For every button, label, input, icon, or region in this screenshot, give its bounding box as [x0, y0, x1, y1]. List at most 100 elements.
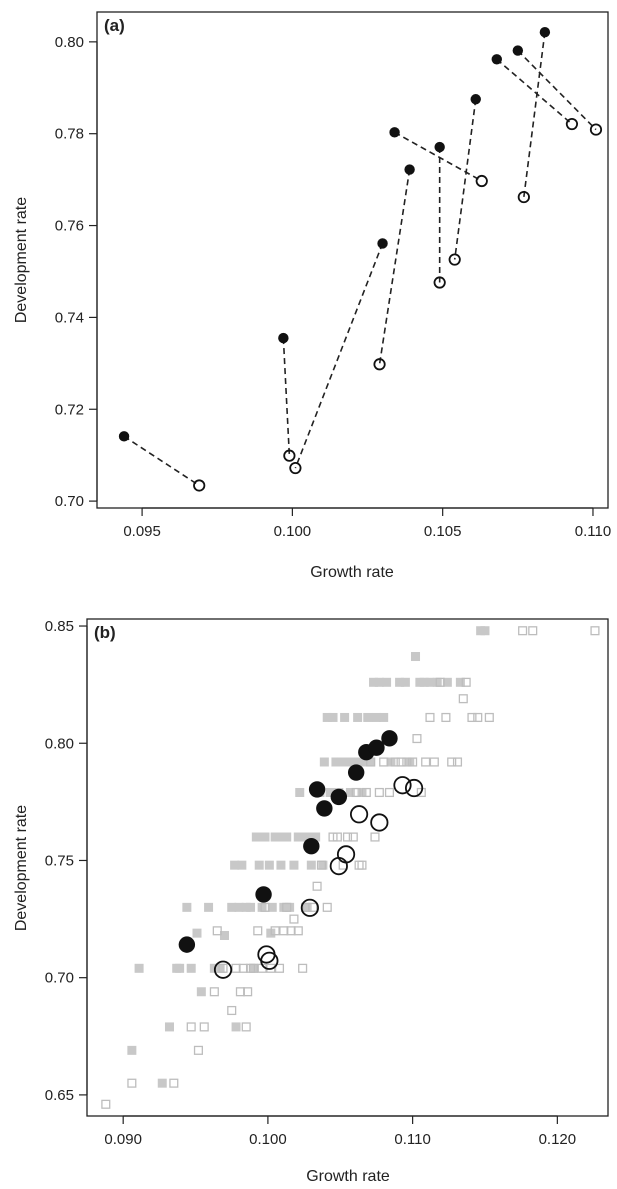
panel-b-open-square-point [342, 832, 353, 842]
panel-b-open-square-point [298, 963, 308, 973]
panel-a-pair-line [517, 50, 597, 131]
panel-b-filled-circle-point [316, 800, 333, 817]
panel-b-filled-square-point [311, 832, 321, 842]
panel-b-open-square-point [379, 757, 389, 767]
panel-a-pair-line [294, 243, 384, 469]
panel-a-open-circle-point [289, 461, 302, 475]
panel-b-open-square-point [248, 963, 258, 973]
panel-b-open-square-point [218, 963, 228, 973]
panel-b-open-square-point [293, 926, 303, 936]
panel-b-filled-square-point [353, 712, 363, 722]
panel-a-filled-circle-point [539, 27, 551, 38]
panel-b-filled-circle-point [330, 788, 348, 806]
panel-b-open-square-point [127, 1078, 137, 1088]
panel-b-filled-square-point [227, 902, 237, 912]
panel-b-filled-square-point [374, 677, 384, 687]
panel-b-open-square-point [241, 1022, 251, 1032]
panel-b-x-tick-label: 0.090 [104, 1131, 142, 1148]
panel-b-filled-square-point [360, 757, 370, 767]
panel-b-filled-square-point [363, 712, 373, 722]
panel-b-open-square-point [429, 757, 439, 767]
panel-b-open-square-point [416, 787, 426, 798]
panel-b-open-square-point [447, 757, 457, 767]
panel-a-x-axis: 0.095 0.100 0.105 0.110 [123, 507, 611, 540]
panel-b-open-square-point [518, 626, 528, 636]
panel-b-filled-square-point [127, 1045, 137, 1055]
panel-b-filled-square-point [264, 860, 274, 870]
panel-b-y-tick-label: 0.65 [45, 1087, 74, 1104]
panel-b-filled-square-point [318, 860, 328, 870]
panel-b-filled-square-point [276, 860, 286, 870]
panel-b-open-square-point [169, 1078, 179, 1088]
panel-b-filled-square-point [134, 963, 144, 973]
panel-b-open-square-point [461, 677, 471, 687]
panel-a-filled-circle-point [434, 141, 445, 153]
panel-b-filled-square-point [442, 677, 452, 687]
panel-a-y-tick-label: 0.72 [55, 401, 84, 418]
panel-b-filled-circle-point [347, 764, 365, 781]
panel-b-open-circle-point [404, 778, 424, 798]
panel-b-filled-square-point [204, 902, 214, 912]
panel-b-filled-square-point [366, 757, 376, 767]
panel-b-open-circle-point [349, 805, 369, 824]
panel-b-filled-square-point [301, 902, 311, 912]
panel-b-open-square-point [473, 712, 483, 723]
panel-a-pair-line [282, 338, 291, 456]
panel-b-label: (b) [94, 623, 116, 642]
panel-b-open-square-point [289, 914, 299, 924]
panel-b-open-circle-point [213, 960, 233, 979]
panel-b-x-axis: 0.090 0.100 0.110 0.120 [104, 1115, 576, 1148]
panel-b-filled-square-point [455, 677, 465, 687]
panel-b-y-axis: 0.65 0.70 0.75 0.80 0.85 [45, 618, 88, 1104]
panel-b-filled-square-point [480, 626, 490, 636]
panel-b-open-square-point [390, 757, 400, 767]
panel-b-open-square-point [484, 712, 494, 723]
panel-a-x-axis-title: Growth rate [310, 564, 394, 581]
panel-b-open-square-point [396, 757, 406, 767]
panel-b-filled-square-point [231, 1022, 241, 1032]
panel-a-pair-line [453, 99, 477, 260]
panel-b-filled-square-point [345, 787, 355, 797]
panel-b-filled-square-point [331, 757, 341, 767]
panel-b-open-square-point [302, 902, 312, 912]
panel-a-filled-circle-point [512, 45, 524, 56]
panel-b-filled-square-point [419, 677, 429, 687]
panel-a-pair-lines [123, 32, 597, 487]
panel-b-filled-square-point [319, 757, 329, 767]
panel-b-filled-square-point [251, 832, 261, 842]
panel-b-filled-square-point [322, 712, 332, 722]
panel-b-open-square-point [212, 926, 222, 936]
panel-a-filled-circle-point [404, 164, 415, 175]
panel-b-filled-square-point [215, 963, 225, 973]
panel-a-pair-line [523, 32, 546, 198]
panel-b-filled-square-point [337, 757, 347, 767]
panel-b-filled-square-point [371, 712, 381, 722]
panel-b-filled-square-point [279, 902, 289, 912]
panel-b-filled-square-point [325, 787, 335, 797]
panel-b-filled-square-point [246, 902, 256, 912]
panel-b-open-square-point [332, 832, 342, 842]
panel-a-points [118, 27, 603, 492]
panel-b-filled-square-point [237, 860, 247, 870]
panel-b-filled-square-point [379, 712, 389, 722]
panel-b-filled-square-point [234, 902, 244, 912]
panel-b-filled-square-point [192, 928, 202, 938]
panel-b-filled-circle-point [178, 936, 196, 953]
panel-b-open-square-point [227, 1005, 237, 1016]
panel-b-filled-circle-point [308, 781, 326, 798]
panel-a-open-circle-point [283, 449, 296, 462]
panel-b-filled-square-point [182, 902, 192, 912]
panel-a-open-circle-point [589, 123, 603, 136]
panel-a-x-tick-label: 0.095 [123, 523, 161, 540]
panel-b-filled-square-point [298, 832, 308, 842]
panel-a-y-axis-title: Development rate [13, 197, 30, 323]
panel-b-open-square-point [357, 860, 367, 870]
panel-b-filled-square-point [295, 787, 305, 797]
panel-b-open-square-point [186, 1022, 196, 1032]
panel-b-filled-square-point [411, 652, 421, 662]
panel-b-y-tick-label: 0.85 [45, 618, 74, 635]
panel-a-filled-circle-point [389, 127, 400, 138]
panel-b-open-circle-point [260, 951, 279, 970]
panel-b-open-circle-point [300, 898, 319, 917]
panel-a-plot-frame [96, 11, 609, 509]
